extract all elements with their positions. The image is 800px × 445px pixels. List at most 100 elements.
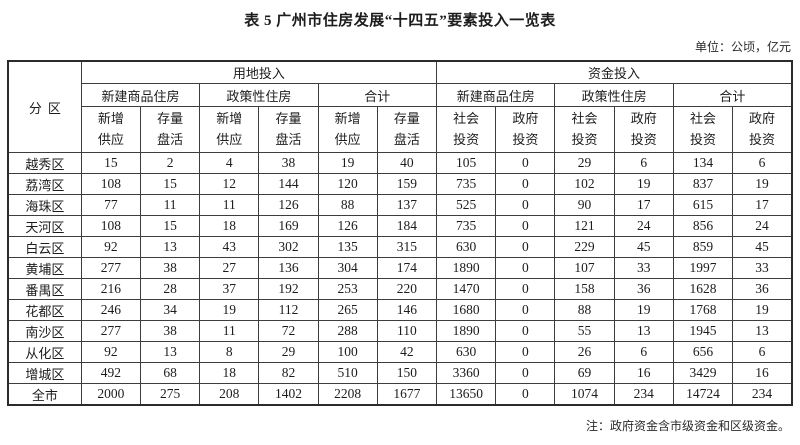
table-cell: 229 [554, 236, 615, 258]
district-label: 增城区 [7, 362, 82, 384]
table-cell: 837 [672, 173, 734, 195]
table-cell: 126 [317, 215, 378, 237]
table-cell: 15 [80, 152, 141, 174]
table-cell: 45 [613, 236, 674, 258]
table-cell: 2000 [80, 383, 141, 406]
table-cell: 27 [199, 257, 260, 279]
table-cell: 265 [317, 299, 378, 321]
table-cell: 26 [554, 341, 615, 363]
table-cell: 13 [139, 236, 201, 258]
table-cell: 33 [613, 257, 674, 279]
col-header-stock-revitalize-1: 存量 盘活 [139, 106, 201, 153]
table-cell: 42 [376, 341, 438, 363]
table-cell: 246 [80, 299, 141, 321]
table-cell: 856 [672, 215, 734, 237]
table-cell: 19 [732, 299, 793, 321]
table-cell: 82 [258, 362, 319, 384]
table-cell: 0 [495, 236, 556, 258]
table-cell: 0 [495, 341, 556, 363]
table-cell: 159 [376, 173, 438, 195]
table-cell: 88 [554, 299, 615, 321]
col-header-social-invest-2: 社会 投资 [554, 106, 615, 153]
table-cell: 1677 [376, 383, 438, 406]
table-row: 增城区 492 68 18 82 510 150 3360 0 69 16 3429 16 [7, 362, 793, 384]
table-cell: 72 [258, 320, 319, 342]
col-header-social-invest-3: 社会 投资 [672, 106, 734, 153]
col-header-govt-invest-2: 政府 投资 [613, 106, 674, 153]
table-cell: 34 [139, 299, 201, 321]
table-cell: 11 [139, 194, 201, 216]
table-cell: 43 [199, 236, 260, 258]
table-row: 从化区 92 13 8 29 100 42 630 0 26 6 656 6 [7, 341, 793, 363]
table-cell: 24 [613, 215, 674, 237]
table-cell: 13650 [436, 383, 497, 406]
table-cell: 55 [554, 320, 615, 342]
table-cell: 15 [139, 173, 201, 195]
table-cell: 304 [317, 257, 378, 279]
table-cell: 38 [258, 152, 319, 174]
table-cell: 630 [436, 341, 497, 363]
col-header-govt-invest-3: 政府 投资 [732, 106, 793, 153]
col-header-stock-revitalize-2: 存量 盘活 [258, 106, 319, 153]
table-cell: 735 [436, 173, 497, 195]
table-cell: 77 [80, 194, 141, 216]
table-row: 全市 2000 275 208 1402 2208 1677 13650 0 1074 234 147… [7, 383, 793, 406]
table-cell: 0 [495, 383, 556, 406]
table-cell: 88 [317, 194, 378, 216]
table-cell: 288 [317, 320, 378, 342]
table-cell: 0 [495, 362, 556, 384]
col-header-new-supply-2: 新增 供应 [199, 106, 260, 153]
table-cell: 0 [495, 320, 556, 342]
table-cell: 29 [554, 152, 615, 174]
table-cell: 102 [554, 173, 615, 195]
table-cell: 1890 [436, 257, 497, 279]
district-label: 黄埔区 [7, 257, 82, 279]
corner-header-district: 分区 [7, 60, 82, 153]
table-cell: 37 [199, 278, 260, 300]
table-cell: 184 [376, 215, 438, 237]
table-cell: 13 [613, 320, 674, 342]
table-row: 花都区 246 34 19 112 265 146 1680 0 88 19 1768 19 [7, 299, 793, 321]
table-row: 天河区 108 15 18 169 126 184 735 0 121 24 856 24 [7, 215, 793, 237]
table-cell: 120 [317, 173, 378, 195]
table-cell: 112 [258, 299, 319, 321]
table-cell: 45 [732, 236, 793, 258]
investment-table: 分区 用地投入 资金投入 新建商品住房 政策性住房 合计 新建商品住房 政策性住… [7, 60, 793, 406]
table-cell: 36 [613, 278, 674, 300]
unit-note: 单位：公顷，亿元 [694, 40, 791, 54]
table-cell: 253 [317, 278, 378, 300]
table-cell: 38 [139, 257, 201, 279]
table-cell: 28 [139, 278, 201, 300]
table-cell: 8 [199, 341, 260, 363]
district-label: 番禺区 [7, 278, 82, 300]
table-cell: 6 [732, 341, 793, 363]
table-cell: 492 [80, 362, 141, 384]
table-cell: 1402 [258, 383, 319, 406]
table-cell: 1628 [672, 278, 734, 300]
table-cell: 137 [376, 194, 438, 216]
table-cell: 169 [258, 215, 319, 237]
table-cell: 68 [139, 362, 201, 384]
table-cell: 1470 [436, 278, 497, 300]
table-cell: 277 [80, 320, 141, 342]
table-cell: 135 [317, 236, 378, 258]
table-cell: 0 [495, 173, 556, 195]
table-row: 黄埔区 277 38 27 136 304 174 1890 0 107 33 1997 33 [7, 257, 793, 279]
table-cell: 19 [317, 152, 378, 174]
table-cell: 24 [732, 215, 793, 237]
table-cell: 234 [732, 383, 793, 406]
table-cell: 0 [495, 152, 556, 174]
table-cell: 0 [495, 278, 556, 300]
table-cell: 38 [139, 320, 201, 342]
table-cell: 220 [376, 278, 438, 300]
district-label: 白云区 [7, 236, 82, 258]
table-cell: 615 [672, 194, 734, 216]
table-cell: 208 [199, 383, 260, 406]
table-cell: 108 [80, 215, 141, 237]
table-header: 分区 用地投入 资金投入 新建商品住房 政策性住房 合计 新建商品住房 政策性住… [7, 60, 793, 153]
table-row: 荔湾区 108 15 12 144 120 159 735 0 102 19 837 19 [7, 173, 793, 195]
table-cell: 105 [436, 152, 497, 174]
table-cell: 40 [376, 152, 438, 174]
table-cell: 17 [613, 194, 674, 216]
table-cell: 19 [199, 299, 260, 321]
